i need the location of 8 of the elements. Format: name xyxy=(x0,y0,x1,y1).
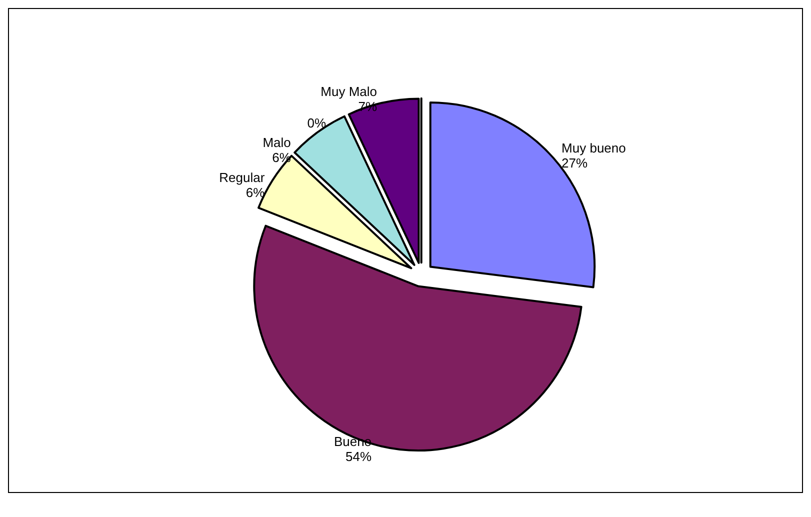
data-label: 54% xyxy=(346,449,372,464)
data-label: 6% xyxy=(246,185,266,200)
slice-label: Malo xyxy=(262,134,291,150)
slice-label: Muy Malo xyxy=(320,84,378,99)
text: 0% xyxy=(307,115,326,130)
slice-label: Muy bueno xyxy=(562,140,626,156)
data-label: 27% xyxy=(562,155,588,170)
slice-label: Regular xyxy=(219,170,266,186)
